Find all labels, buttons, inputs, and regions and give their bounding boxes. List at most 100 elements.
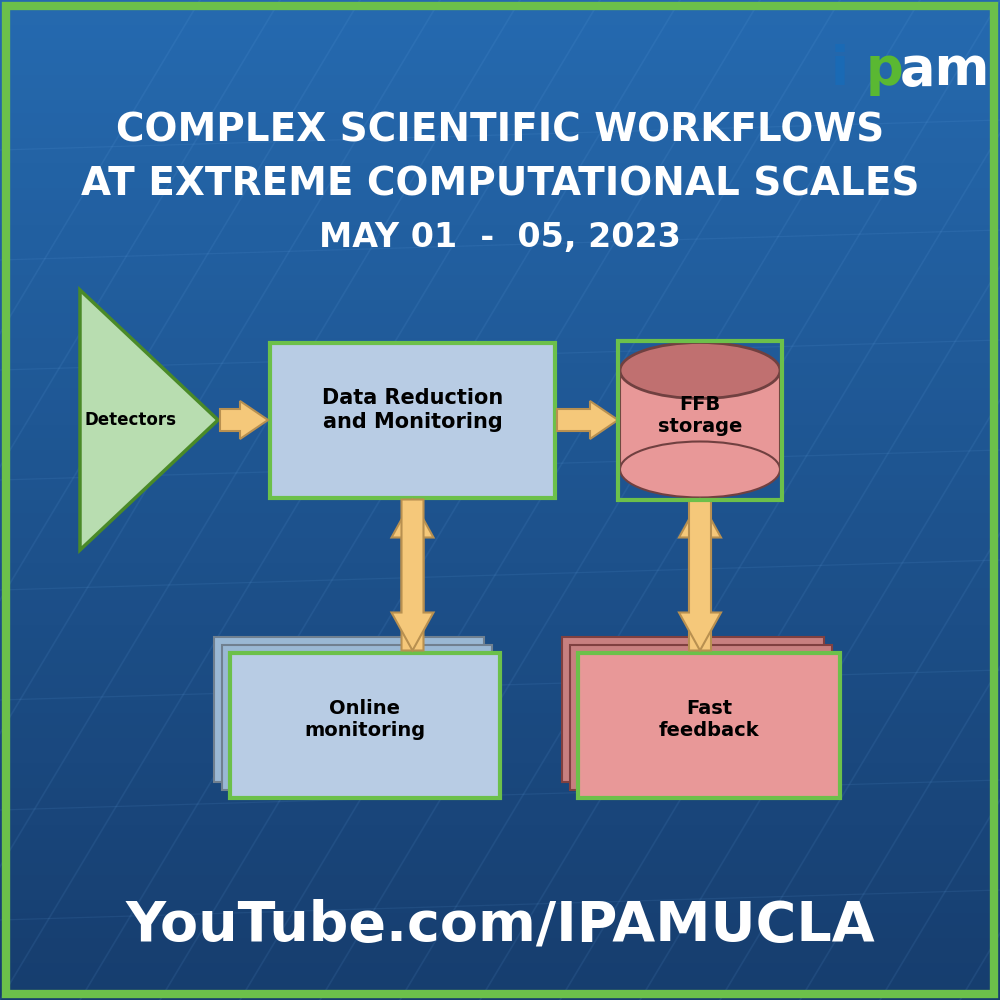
Bar [0,36,1000,50]
Bar [0,212,1000,225]
Bar [0,199,1000,213]
Text: i: i [831,44,849,96]
Bar [0,312,1000,325]
Bar [0,361,1000,375]
Bar [0,512,1000,525]
Bar [0,136,1000,150]
Bar [0,386,1000,400]
Bar [0,462,1000,475]
Bar [0,736,1000,750]
Bar [0,912,1000,925]
Bar [0,286,1000,300]
Bar [0,574,1000,587]
Bar [0,662,1000,675]
Bar [0,324,1000,338]
Bar [0,536,1000,550]
Bar [0,62,1000,75]
Bar [0,499,1000,512]
Polygon shape [679,499,721,650]
FancyBboxPatch shape [570,645,832,790]
Polygon shape [557,401,618,439]
FancyBboxPatch shape [270,342,555,497]
Bar [0,986,1000,1000]
Bar [0,762,1000,775]
Bar [0,861,1000,875]
Bar [0,924,1000,938]
Text: am: am [900,44,990,96]
Bar [0,424,1000,438]
Polygon shape [220,401,268,439]
Bar [0,812,1000,825]
Bar [0,87,1000,100]
Bar [0,49,1000,62]
Text: Fast
feedback: Fast feedback [659,700,759,740]
Bar [0,449,1000,462]
Bar [0,686,1000,700]
Bar [0,974,1000,988]
Bar [0,399,1000,412]
Text: MAY 01  -  05, 2023: MAY 01 - 05, 2023 [319,222,681,254]
Bar [0,249,1000,262]
Text: FFB
storage: FFB storage [658,394,742,436]
Bar [0,224,1000,237]
Polygon shape [392,499,434,650]
Ellipse shape [620,342,780,398]
Bar [0,611,1000,625]
Bar [0,0,1000,12]
Polygon shape [80,290,218,550]
Bar [0,74,1000,88]
Bar [0,299,1000,312]
Bar [0,24,1000,37]
FancyBboxPatch shape [578,652,840,798]
Bar [0,599,1000,612]
Bar [0,712,1000,725]
Bar [0,124,1000,137]
Bar [0,11,1000,25]
Bar [0,724,1000,738]
Bar [0,274,1000,288]
Bar [0,624,1000,638]
Bar [0,549,1000,562]
Bar [0,99,1000,112]
Text: AT EXTREME COMPUTATIONAL SCALES: AT EXTREME COMPUTATIONAL SCALES [81,166,919,204]
Bar [0,412,1000,425]
Bar [0,111,1000,125]
Bar [0,849,1000,862]
Bar [0,962,1000,975]
Bar [0,161,1000,175]
Bar [0,649,1000,662]
Bar [0,674,1000,688]
Bar [0,336,1000,350]
Bar [0,637,1000,650]
Text: Data Reduction
and Monitoring: Data Reduction and Monitoring [322,388,503,432]
Bar [0,699,1000,712]
Text: Online
monitoring: Online monitoring [304,700,426,740]
FancyBboxPatch shape [222,645,492,790]
Bar [0,436,1000,450]
Bar [0,774,1000,788]
Bar [0,474,1000,488]
Bar [0,899,1000,912]
Bar [0,886,1000,900]
Bar [0,524,1000,538]
Bar [0,186,1000,200]
Bar [0,374,1000,387]
Polygon shape [679,499,721,650]
Bar [0,799,1000,812]
FancyBboxPatch shape [562,637,824,782]
FancyBboxPatch shape [214,637,484,782]
Bar [620,370,780,470]
Ellipse shape [620,442,780,497]
Bar [0,749,1000,762]
Bar [0,786,1000,800]
Bar [0,487,1000,500]
Bar [0,586,1000,600]
Bar [0,949,1000,962]
Bar [0,836,1000,850]
Bar [0,349,1000,362]
Bar [0,562,1000,575]
Polygon shape [392,499,434,650]
Bar [0,174,1000,188]
Text: YouTube.com/IPAMUCLA: YouTube.com/IPAMUCLA [125,898,875,952]
Text: COMPLEX SCIENTIFIC WORKFLOWS: COMPLEX SCIENTIFIC WORKFLOWS [116,111,884,149]
